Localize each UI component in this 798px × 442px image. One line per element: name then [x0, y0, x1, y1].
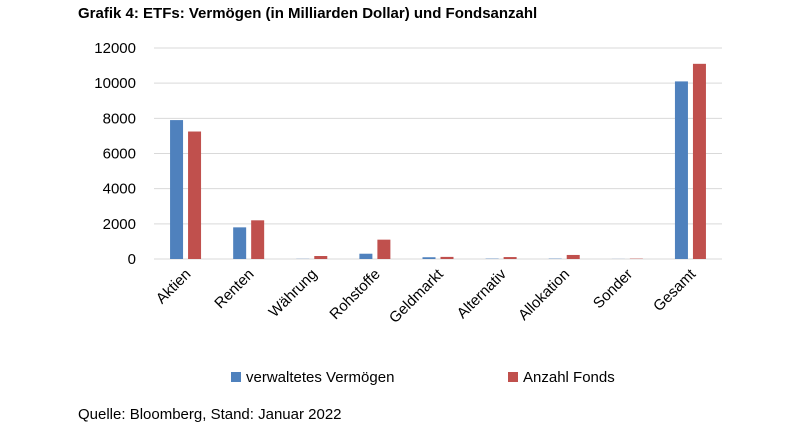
y-tick-label: 12000	[94, 40, 136, 57]
legend-label: verwaltetes Vermögen	[246, 369, 394, 386]
legend: verwaltetes Vermögen Anzahl Fonds	[231, 369, 615, 386]
x-tick-label: Aktien	[153, 266, 195, 308]
chart-title: Grafik 4: ETFs: Vermögen (in Milliarden …	[78, 5, 538, 22]
x-axis: Aktien Renten Währung Rohstoffe Geldmarkt Alt…	[153, 265, 700, 327]
bar-anzahl-fonds-8	[692, 63, 706, 260]
x-tick-label: Alternativ	[454, 265, 511, 322]
x-tick-label: Allokation	[515, 266, 573, 324]
bar-anzahl-fonds-4	[440, 256, 454, 259]
legend-label: Anzahl Fonds	[523, 369, 615, 386]
x-tick-label: Sonder	[590, 266, 636, 312]
x-tick-label: Geldmarkt	[386, 265, 448, 327]
y-tick-label: 6000	[103, 146, 136, 163]
x-tick-label: Währung	[266, 266, 321, 321]
y-axis: 0 2000 4000 6000 8000 10000 12000	[94, 40, 136, 268]
bars	[170, 63, 706, 260]
source-note: Quelle: Bloomberg, Stand: Januar 2022	[78, 406, 342, 423]
y-tick-label: 8000	[103, 110, 136, 127]
legend-swatch	[231, 372, 241, 382]
x-tick-label: Renten	[211, 266, 257, 312]
legend-item: Anzahl Fonds	[508, 369, 615, 386]
legend-swatch	[508, 372, 518, 382]
bar-vermoegen-1	[233, 227, 247, 259]
bar-anzahl-fonds-1	[251, 220, 265, 259]
bar-vermoegen-3	[359, 253, 373, 259]
bar-anzahl-fonds-5	[503, 257, 517, 259]
y-tick-label: 10000	[94, 75, 136, 92]
bar-anzahl-fonds-2	[314, 256, 328, 259]
y-tick-label: 4000	[103, 181, 136, 198]
gridlines	[154, 47, 722, 260]
bar-vermoegen-0	[170, 120, 184, 259]
legend-item: verwaltetes Vermögen	[231, 369, 394, 386]
x-tick-label: Gesamt	[650, 265, 700, 315]
bar-anzahl-fonds-6	[566, 254, 580, 259]
y-tick-label: 0	[128, 251, 136, 268]
bar-vermoegen-4	[422, 257, 436, 259]
y-tick-label: 2000	[103, 216, 136, 233]
bar-vermoegen-8	[674, 81, 688, 260]
x-tick-label: Rohstoffe	[326, 266, 383, 323]
bar-anzahl-fonds-0	[188, 131, 202, 259]
bar-anzahl-fonds-3	[377, 239, 391, 259]
